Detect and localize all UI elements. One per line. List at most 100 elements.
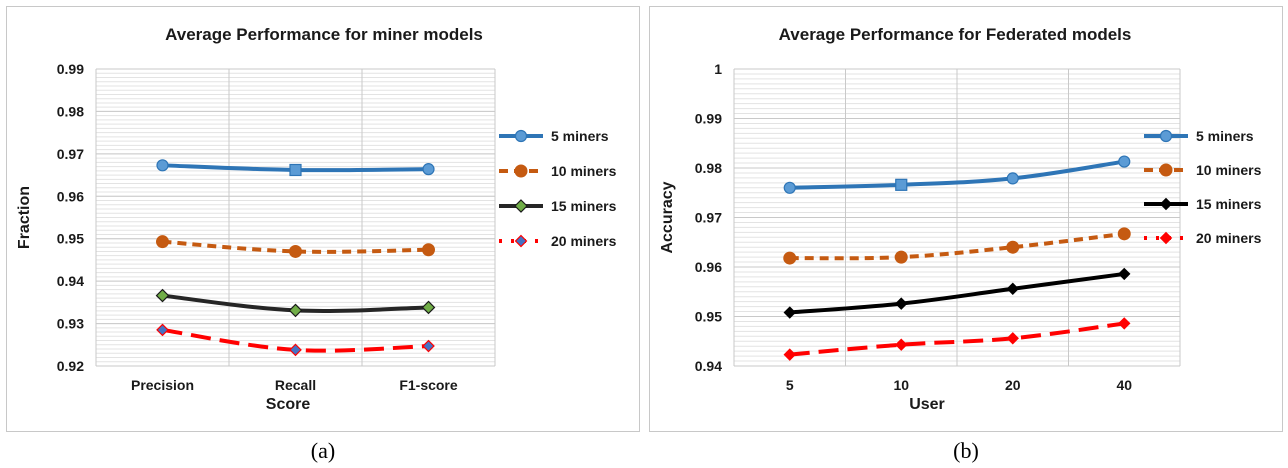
y-tick-label: 0.98	[695, 160, 722, 176]
y-tick-label: 0.97	[695, 210, 722, 226]
x-tick-label: 20	[1005, 377, 1021, 393]
chart-title: Average Performance for miner models	[165, 25, 483, 44]
x-tick-label: Recall	[275, 377, 316, 393]
data-point	[1006, 172, 1019, 185]
legend-entry: 20 miners	[1144, 230, 1262, 246]
minor-gridlines	[96, 68, 495, 367]
data-point	[1117, 227, 1131, 241]
legend-marker	[514, 234, 528, 248]
legend-label: 20 miners	[1196, 230, 1262, 246]
legend-label: 5 miners	[1196, 128, 1254, 144]
legend-marker	[1159, 197, 1173, 211]
y-tick-label: 0.94	[695, 358, 722, 374]
data-point	[289, 163, 302, 177]
legend-entry: 10 miners	[1144, 162, 1262, 178]
series-line	[789, 271, 1125, 315]
chart-title: Average Performance for Federated models	[779, 25, 1132, 44]
legend-entry: 5 miners	[499, 128, 609, 144]
vertical-gridlines	[95, 69, 496, 366]
data-point	[895, 297, 908, 310]
chart-panel-b: Average Performance for Federated models…	[649, 6, 1283, 432]
y-tick-label: 1	[714, 61, 722, 77]
data-point	[289, 244, 302, 258]
y-tick-label: 0.93	[57, 316, 84, 332]
data-point	[422, 339, 435, 353]
data-point	[895, 178, 908, 191]
series-line	[789, 231, 1125, 261]
data-point	[1006, 282, 1019, 295]
y-tick-label: 0.99	[57, 61, 84, 77]
data-point	[156, 323, 169, 337]
legend-entry: 10 miners	[499, 163, 617, 179]
x-tick-label: F1-score	[399, 377, 458, 393]
x-tick-label: 5	[786, 377, 794, 393]
data-point	[289, 343, 302, 357]
x-tick-label: Precision	[131, 377, 194, 393]
data-point	[783, 348, 796, 361]
series-a-2	[156, 235, 435, 258]
data-point	[155, 288, 170, 303]
caption-a: (a)	[310, 438, 336, 463]
data-point	[156, 159, 169, 172]
data-point	[783, 181, 796, 194]
data-point	[422, 243, 435, 257]
y-tick-label: 0.96	[57, 188, 84, 204]
data-point	[1006, 332, 1019, 345]
legend-label: 5 miners	[551, 128, 609, 144]
legend-label: 10 miners	[1196, 162, 1262, 178]
y-tick-label: 0.99	[695, 111, 722, 127]
data-point	[895, 338, 908, 351]
x-axis-label: User	[909, 396, 945, 413]
x-axis-label: Score	[266, 396, 311, 413]
chart-a-svg: Average Performance for miner models 0.92…	[16, 25, 617, 413]
series-b-2	[783, 227, 1131, 265]
data-point	[1118, 267, 1131, 281]
legend-marker	[514, 164, 528, 178]
legend-label: 10 miners	[551, 163, 617, 179]
legend-entry: 15 miners	[499, 198, 617, 214]
chart-b-svg: Average Performance for Federated models…	[659, 25, 1262, 413]
series-b-1	[783, 155, 1131, 194]
data-point	[894, 250, 908, 264]
data-point	[1118, 317, 1131, 330]
y-tick-label: 0.96	[695, 259, 722, 275]
y-tick-label: 0.95	[695, 309, 722, 325]
legend-entry: 5 miners	[1144, 128, 1254, 144]
series-a-4	[156, 323, 435, 357]
data-point	[1118, 155, 1131, 168]
y-tick-label: 0.97	[57, 146, 84, 162]
x-tick-label: 40	[1116, 377, 1132, 393]
legend-marker	[514, 199, 528, 213]
legend-marker	[1159, 231, 1173, 245]
legend-entry: 15 miners	[1144, 196, 1262, 212]
data-point	[421, 300, 436, 315]
legend-marker	[514, 129, 528, 143]
data-point	[1006, 240, 1020, 254]
legend-entry: 20 miners	[499, 233, 617, 249]
data-point	[783, 306, 796, 319]
data-point	[156, 235, 169, 249]
y-tick-label: 0.95	[57, 231, 84, 247]
data-point	[422, 163, 435, 176]
series-a-3	[155, 288, 436, 318]
y-axis-label: Fraction	[16, 186, 33, 249]
series-line	[789, 159, 1125, 190]
vertical-gridlines	[733, 69, 1181, 366]
legend-label: 15 miners	[551, 198, 617, 214]
caption-b: (b)	[953, 438, 979, 463]
legend-marker	[1159, 163, 1173, 177]
series-a-1	[156, 159, 435, 177]
series-b-4	[783, 317, 1131, 361]
major-gridlines	[96, 68, 495, 367]
data-point	[783, 251, 797, 265]
y-tick-label: 0.98	[57, 103, 84, 119]
legend-label: 20 miners	[551, 233, 617, 249]
y-axis-label: Accuracy	[659, 181, 676, 253]
series-line	[162, 239, 429, 254]
y-tick-label: 0.94	[57, 273, 84, 289]
series-b-3	[783, 267, 1131, 319]
legend-label: 15 miners	[1196, 196, 1262, 212]
chart-panel-a: Average Performance for miner models 0.92…	[6, 6, 640, 432]
x-tick-label: 10	[893, 377, 909, 393]
data-point	[288, 303, 303, 318]
